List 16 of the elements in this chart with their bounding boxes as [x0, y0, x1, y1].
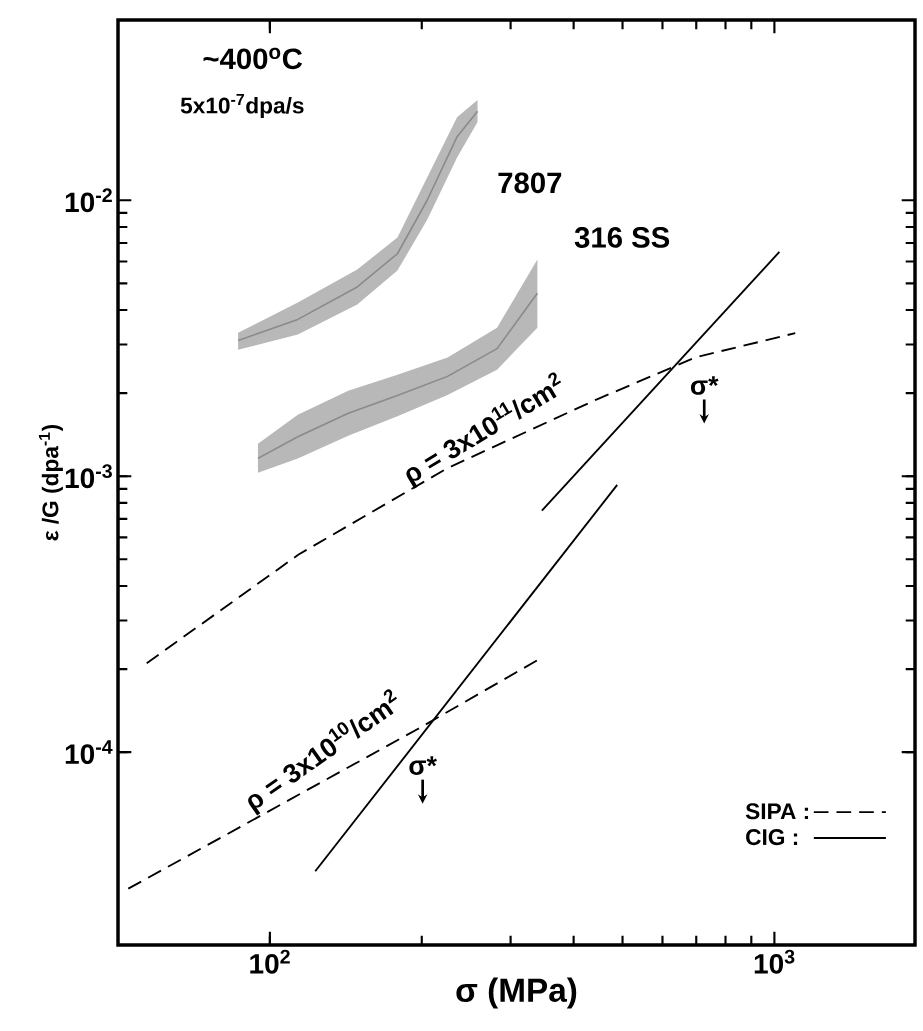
y-tick-label: 10$^{-2}$ [65, 188, 112, 213]
legend-label: CIG : [746, 829, 798, 846]
annotation: σ* [690, 376, 719, 395]
y-axis-title: ε /G (dpa$^{-1}$) [38, 424, 63, 541]
series-label: 7807 [498, 172, 562, 194]
x-axis-title: σ (MPa) [456, 977, 577, 1009]
x-tick-label: 10$^{3}$ [754, 949, 795, 974]
y-tick-label: 10$^{-3}$ [65, 464, 112, 489]
legend-label: SIPA : [745, 803, 809, 820]
y-tick-label: 10$^{-4}$ [65, 740, 113, 765]
annotation: ρ = 3x10$^{11}$/cm$^{2}$ [406, 372, 562, 489]
annotation: σ* [409, 756, 437, 775]
text: 316 SS [574, 227, 670, 248]
annotation: ~400$^{o}$C [203, 47, 303, 70]
annotation: 5x10$^{-7}$dpa/s [180, 94, 304, 119]
x-tick-label: 10$^{2}$ [250, 949, 290, 974]
